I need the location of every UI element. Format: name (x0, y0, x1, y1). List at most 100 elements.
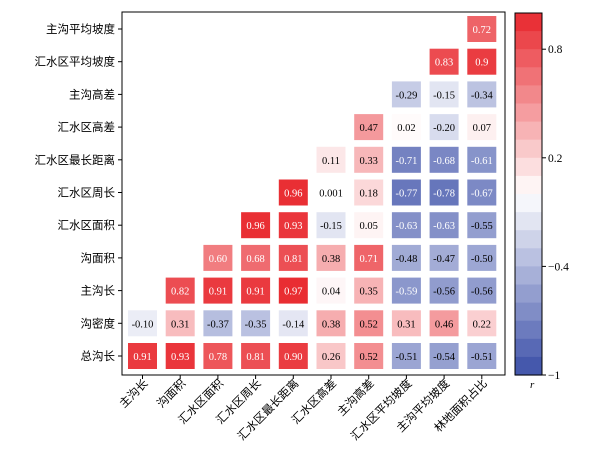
colorbar-segment (515, 13, 542, 32)
plot-frame (121, 11, 506, 376)
cell-value-label: 0.83 (435, 58, 453, 69)
colorbar-segment (515, 67, 542, 86)
heatmap-cell (278, 179, 308, 206)
cell-value-label: -0.56 (471, 287, 493, 298)
cell-value-label: 0.60 (209, 254, 227, 265)
heatmap-cell (467, 277, 497, 304)
cell-value-label: 0.91 (133, 352, 151, 363)
cell-value-label: 0.001 (319, 189, 343, 200)
row-label: 沟面积 (81, 252, 116, 265)
heatmap-cell (316, 212, 346, 239)
cell-value-label: -0.29 (395, 90, 417, 101)
cell-value-label: 0.31 (397, 319, 415, 330)
colorbar-tick-label: −0.4 (548, 261, 569, 273)
colorbar-segment (515, 103, 542, 123)
cell-value-label: 0.35 (360, 287, 378, 298)
cell-value-label: 0.93 (284, 221, 302, 232)
row-labels: 主沟平均坡度汇水区平均坡度主沟高差汇水区高差汇水区最长距离汇水区周长汇水区面积沟… (35, 22, 122, 363)
colorbar-segment (515, 248, 542, 267)
heatmap-cell (354, 310, 384, 337)
colorbar-label: r (530, 379, 535, 391)
heatmap-cell (354, 212, 384, 239)
heatmap-cell (429, 310, 459, 337)
cell-value-label: 0.71 (360, 254, 378, 265)
row-label: 沟密度 (81, 316, 116, 330)
colorbar: 0.8 0.2 −0.4 −1 r (514, 12, 569, 391)
column-label: 沟面积 (155, 377, 189, 411)
row-label: 总沟长 (81, 349, 116, 363)
cell-value-label: 0.82 (171, 287, 189, 298)
colorbar-tick-label: −1 (548, 370, 560, 382)
column-labels: 主沟长 沟面积汇水区面积汇水区周长汇水区最长距离汇水区高差主沟高差汇水区平均坡度主… (117, 375, 490, 443)
heatmap-cell (241, 244, 271, 271)
heatmap-cell (354, 244, 384, 271)
column-label: 主沟长 (117, 377, 151, 411)
heatmap-cell (429, 277, 459, 304)
cell-value-label: 0.96 (284, 189, 302, 200)
heatmap-cell (165, 343, 195, 369)
cell-value-label: 0.93 (171, 352, 189, 363)
heatmap-cell (467, 179, 497, 206)
cell-value-label: 0.47 (360, 123, 378, 134)
heatmap-cell (467, 343, 497, 369)
cell-value-label: -0.47 (433, 254, 455, 265)
cell-value-label: -0.51 (471, 352, 493, 363)
cell-value-label: 0.78 (209, 352, 227, 363)
cell-value-label: -0.51 (395, 352, 417, 363)
cell-value-label: -0.15 (320, 221, 342, 232)
cell-value-label: -0.50 (471, 254, 493, 265)
colorbar-segment (515, 320, 542, 340)
cell-value-label: 0.96 (246, 221, 264, 232)
cell-value-label: -0.54 (433, 352, 456, 363)
colorbar-segment (515, 302, 542, 322)
row-label: 汇水区面积 (58, 219, 116, 232)
heatmap-cell (278, 310, 308, 337)
heatmap-cell (391, 277, 421, 304)
cell-value-label: 0.38 (322, 254, 340, 265)
cell-value-label: -0.10 (132, 319, 154, 330)
cell-value-label: 0.26 (322, 352, 340, 363)
colorbar-tick-label: 0.2 (548, 153, 563, 165)
row-label: 主沟长 (81, 285, 116, 298)
heatmap-cell (467, 212, 497, 239)
heatmap-cell (354, 277, 384, 304)
heatmap-cell (316, 310, 346, 337)
colorbar-segment (515, 356, 542, 376)
cell-value-label: -0.77 (395, 189, 417, 200)
heatmap-cell (467, 146, 497, 173)
heatmap-cell (203, 244, 233, 271)
heatmap-cell (391, 212, 421, 239)
heatmap-cell (467, 81, 497, 108)
cell-value-label: 0.52 (360, 319, 378, 330)
cell-value-label: 0.68 (246, 254, 264, 265)
colorbar-frame (514, 12, 543, 376)
heatmap-cell (391, 81, 421, 108)
cell-value-label: -0.78 (433, 189, 455, 200)
cell-value-label: -0.67 (471, 189, 493, 200)
heatmap-cell (316, 244, 346, 271)
heatmap-cell (429, 81, 459, 108)
cell-value-label: -0.55 (471, 221, 493, 232)
cell-value-label: -0.48 (395, 254, 417, 265)
cell-value-label: -0.68 (433, 156, 455, 167)
heatmap-cell (203, 343, 233, 369)
heatmap-cell (316, 277, 346, 304)
colorbar-segment (515, 338, 542, 358)
cell-value-label: 0.07 (473, 123, 491, 134)
heatmap-cell (165, 310, 195, 337)
row-label: 主沟高差 (69, 87, 115, 101)
colorbar-segment (515, 212, 542, 231)
row-label: 汇水区周长 (58, 187, 116, 200)
heatmap-cell (278, 244, 308, 271)
heatmap-cell (241, 343, 271, 369)
heatmap-cell (429, 212, 459, 239)
heatmap-cell (429, 179, 459, 206)
cell-value-label: 0.91 (246, 287, 264, 298)
heatmap-cell (467, 16, 497, 42)
heatmap-cell (391, 114, 421, 141)
cell-value-label: -0.34 (471, 90, 494, 101)
cell-value-label: 0.18 (360, 189, 378, 200)
heatmap-cell (354, 146, 384, 173)
cell-value-label: -0.61 (471, 156, 493, 167)
